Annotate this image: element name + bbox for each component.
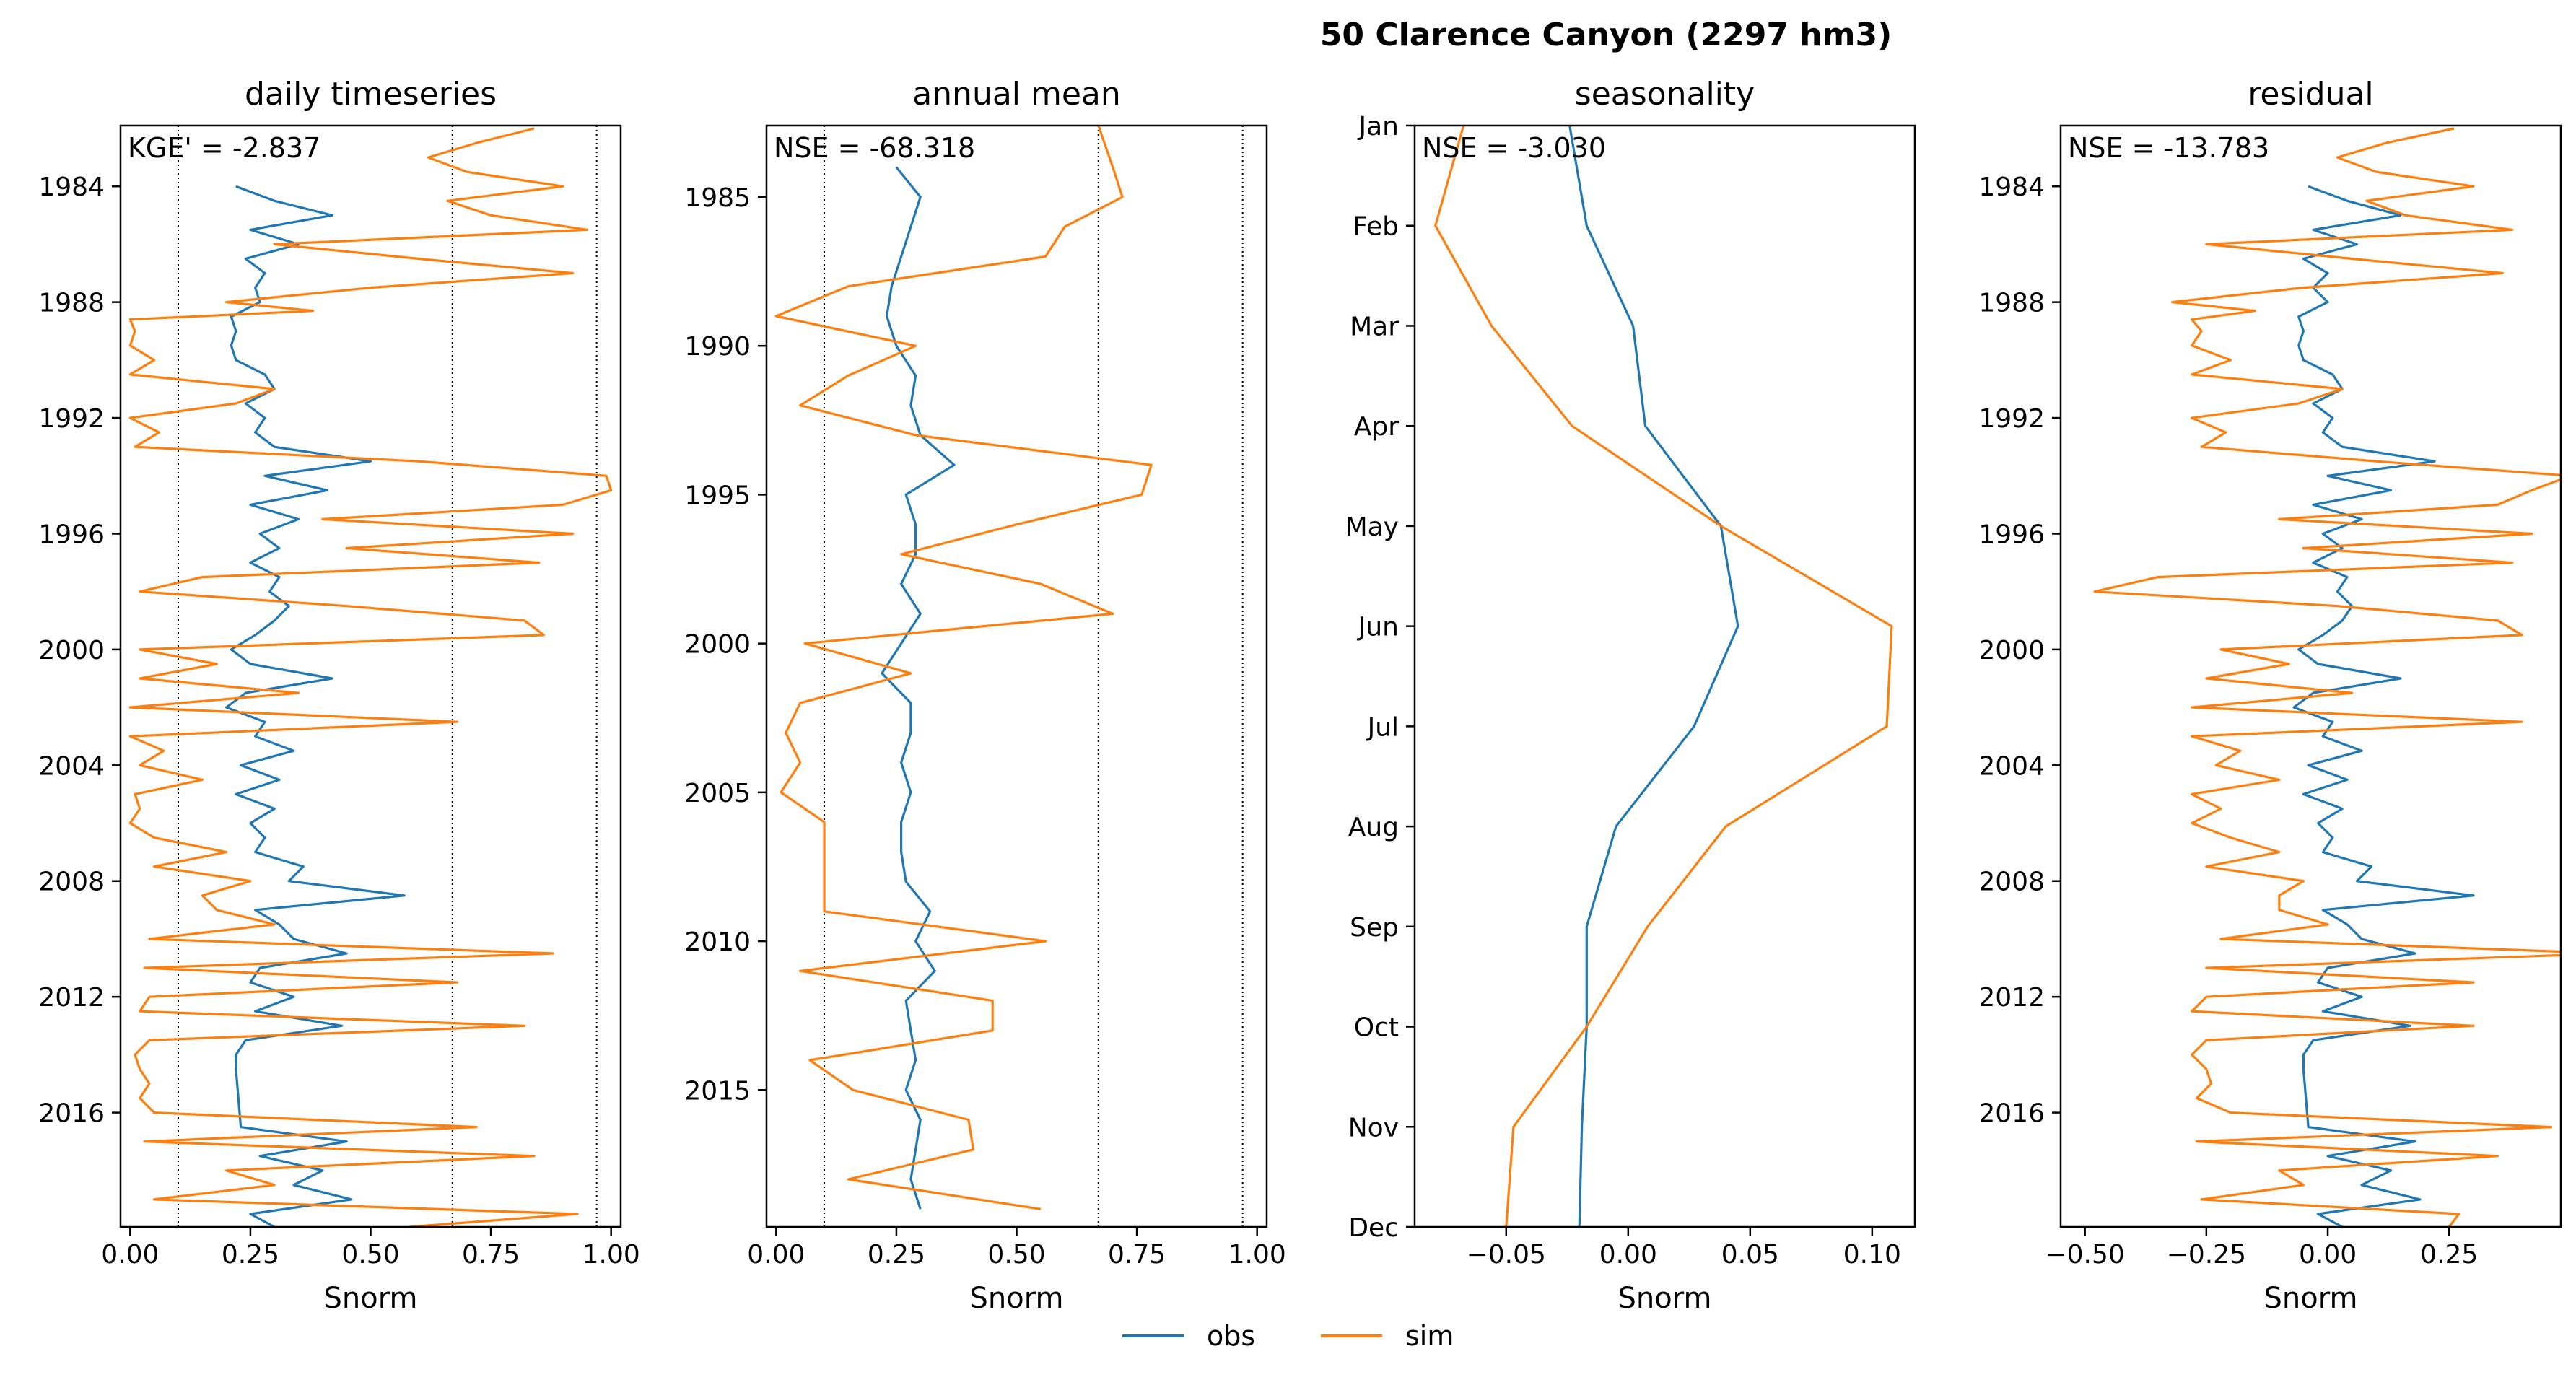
x-axis-label: Snorm: [2264, 1282, 2358, 1315]
y-tick-label: Mar: [1350, 312, 1399, 341]
plot-area: [2093, 127, 2561, 1227]
panel-annual-mean: 0.00 0.25 0.50 0.75 1.00 1985 1990 1995 2000 2005…: [684, 76, 1285, 1315]
metric-annotation: NSE = -68.318: [774, 132, 975, 164]
series-obs-line: [2292, 185, 2475, 1227]
y-tick-label: Jan: [1358, 112, 1400, 141]
y-tick-label: 1992: [38, 404, 105, 434]
y-tick-label: Sep: [1350, 913, 1399, 943]
y-tick-label: Jul: [1366, 712, 1399, 742]
x-tick-label: 0.00: [747, 1240, 805, 1270]
y-tick-label: 2008: [38, 868, 105, 897]
panel-daily-timeseries: 0.00 0.25 0.50 0.75 1.00 1984 1988 1992 1996 2000…: [38, 76, 639, 1315]
x-tick-label: −0.50: [2045, 1240, 2124, 1270]
y-tick-label: 1988: [38, 289, 105, 318]
x-tick-label: 0.10: [1843, 1240, 1901, 1270]
y-tick-label: 1996: [38, 520, 105, 549]
y-tick-label: 1988: [1978, 289, 2045, 318]
x-tick-label: 0.75: [462, 1240, 520, 1270]
x-tick-label: −0.05: [1467, 1240, 1546, 1270]
panel-title: annual mean: [912, 76, 1121, 113]
y-tick-label: 2000: [1978, 636, 2045, 665]
plot-area: [1434, 126, 1893, 1227]
series-sim-line: [2093, 127, 2561, 1227]
x-tick-label: 0.00: [101, 1240, 159, 1270]
y-tick-label: 2000: [38, 636, 105, 665]
series-obs-line: [1568, 126, 1739, 1227]
y-tick-label: 2008: [1978, 868, 2045, 897]
series-sim-line: [774, 126, 1153, 1210]
y-tick-label: 2010: [684, 927, 751, 957]
axes-frame: [2059, 124, 2562, 1228]
y-tick-label: Nov: [1348, 1113, 1399, 1142]
panel-title: residual: [2248, 76, 2373, 113]
y-tick-label: 1990: [684, 332, 751, 362]
y-tick-label: 2016: [1978, 1099, 2045, 1129]
x-tick-label: 0.75: [1108, 1240, 1166, 1270]
y-tick-label: 2012: [1978, 983, 2045, 1013]
y-tick-label: 2005: [684, 779, 751, 808]
y-tick-label: 2000: [684, 630, 751, 660]
y-tick-label: Jun: [1357, 613, 1399, 642]
figure-suptitle: 50 Clarence Canyon (2297 hm3): [1320, 17, 1892, 53]
panel-residual: −0.50 −0.25 0.00 0.25 1984 1988 1992 1996 2000 20…: [1978, 76, 2562, 1315]
y-tick-label: 1995: [684, 481, 751, 510]
x-tick-label: 0.00: [2299, 1240, 2357, 1270]
metric-annotation: KGE' = -2.837: [128, 132, 320, 164]
y-tick-label: Oct: [1354, 1013, 1399, 1043]
x-tick-label: −0.25: [2167, 1240, 2246, 1270]
x-tick-label: 0.00: [1599, 1240, 1657, 1270]
legend-obs-label: obs: [1207, 1320, 1255, 1352]
panel-title: daily timeseries: [245, 76, 497, 113]
x-axis-label: Snorm: [324, 1282, 418, 1315]
series-sim-line: [1434, 126, 1893, 1227]
series-obs-line: [225, 185, 406, 1227]
legend: obs sim: [1122, 1320, 1454, 1352]
y-tick-label: 1985: [684, 183, 751, 213]
metric-annotation: NSE = -3.030: [1422, 132, 1606, 164]
x-axis-label: Snorm: [1618, 1282, 1712, 1315]
x-axis-label: Snorm: [970, 1282, 1064, 1315]
plot-area: [774, 126, 1153, 1210]
legend-sim-label: sim: [1405, 1320, 1454, 1352]
y-tick-label: May: [1345, 512, 1399, 542]
panel-seasonality: −0.05 0.00 0.05 0.10 Jan Feb Mar Apr May Jun Jul Au…: [1345, 76, 1916, 1315]
y-tick-label: 2016: [38, 1099, 105, 1129]
y-tick-label: 1984: [1978, 172, 2045, 202]
y-tick-label: 2004: [1978, 751, 2045, 781]
y-tick-label: Feb: [1353, 212, 1399, 242]
y-tick-label: Aug: [1348, 813, 1399, 842]
axes-frame: [1413, 124, 1916, 1228]
y-tick-label: 2012: [38, 983, 105, 1013]
x-tick-label: 0.25: [2420, 1240, 2478, 1270]
x-tick-label: 0.50: [341, 1240, 399, 1270]
y-tick-label: 2004: [38, 751, 105, 781]
x-tick-label: 1.00: [1228, 1240, 1286, 1270]
x-tick-label: 1.00: [582, 1240, 640, 1270]
panel-title: seasonality: [1575, 76, 1755, 113]
x-tick-label: 0.50: [987, 1240, 1045, 1270]
plot-area: [128, 127, 613, 1227]
y-tick-label: Dec: [1348, 1213, 1399, 1243]
x-tick-label: 0.05: [1721, 1240, 1779, 1270]
y-tick-label: 1984: [38, 172, 105, 202]
y-tick-label: 1992: [1978, 404, 2045, 434]
y-tick-label: Apr: [1354, 412, 1399, 442]
y-tick-label: 1996: [1978, 520, 2045, 549]
x-tick-label: 0.25: [868, 1240, 925, 1270]
metric-annotation: NSE = -13.783: [2068, 132, 2269, 164]
x-tick-label: 0.25: [222, 1240, 279, 1270]
y-tick-label: 2015: [684, 1076, 751, 1106]
series-sim-line: [128, 127, 613, 1227]
